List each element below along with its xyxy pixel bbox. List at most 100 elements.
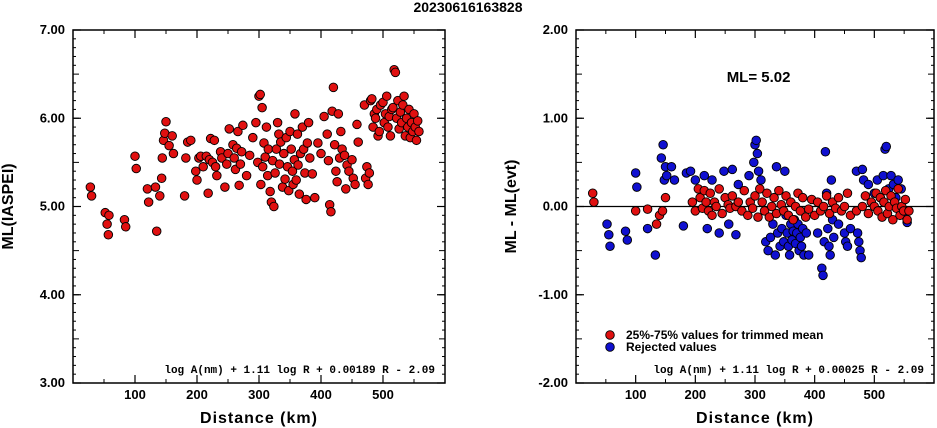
data-point bbox=[234, 180, 244, 191]
rejected-point bbox=[857, 164, 868, 175]
data-point bbox=[272, 117, 283, 128]
rejected-point bbox=[723, 219, 734, 229]
data-point bbox=[381, 91, 392, 101]
data-point bbox=[241, 170, 252, 181]
data-point bbox=[319, 111, 329, 122]
kept-point bbox=[747, 203, 758, 214]
rejected-point bbox=[856, 252, 866, 263]
rejected-point bbox=[829, 232, 839, 243]
data-point bbox=[270, 168, 280, 178]
chart-title: 20230616163828 bbox=[413, 0, 522, 15]
kept-point bbox=[902, 214, 912, 225]
rejected-point bbox=[825, 250, 835, 260]
data-point bbox=[313, 138, 323, 148]
x-tick-label: 300 bbox=[248, 387, 270, 402]
kept-point bbox=[818, 201, 829, 212]
kept-point bbox=[888, 214, 898, 225]
y-tick-label: -2.00 bbox=[538, 375, 568, 390]
x-tick-label: 500 bbox=[372, 387, 394, 402]
kept-point bbox=[824, 208, 835, 219]
kept-point bbox=[860, 191, 871, 201]
kept-point bbox=[833, 192, 844, 203]
kept-point bbox=[733, 197, 744, 207]
rejected-point bbox=[893, 175, 903, 185]
data-point bbox=[274, 159, 285, 169]
rejected-point bbox=[620, 226, 631, 236]
rejected-point bbox=[823, 223, 833, 234]
data-point bbox=[341, 184, 351, 194]
data-point bbox=[305, 153, 315, 163]
rejected-point bbox=[744, 170, 754, 181]
rejected-point bbox=[753, 166, 764, 176]
data-point bbox=[244, 150, 255, 161]
kept-point bbox=[788, 214, 798, 225]
data-point bbox=[238, 120, 248, 131]
data-point bbox=[302, 138, 313, 148]
plot-frame bbox=[72, 29, 446, 384]
data-point bbox=[323, 155, 334, 166]
rejected-point bbox=[845, 223, 856, 234]
kept-point bbox=[657, 206, 668, 216]
kept-point bbox=[687, 197, 698, 207]
data-point bbox=[286, 144, 296, 154]
rejected-point bbox=[818, 270, 828, 281]
kept-point bbox=[781, 191, 791, 201]
data-point bbox=[333, 109, 344, 119]
rejected-point bbox=[886, 170, 896, 181]
rejected-point bbox=[812, 228, 823, 238]
rejected-point bbox=[824, 241, 834, 251]
legend-label: 25%-75% values for trimmed mean bbox=[626, 328, 823, 342]
data-point bbox=[412, 116, 423, 126]
kept-point bbox=[727, 191, 738, 201]
data-point bbox=[265, 186, 275, 197]
rejected-point bbox=[752, 148, 763, 159]
data-point bbox=[316, 148, 326, 159]
data-point bbox=[347, 154, 357, 165]
kept-point bbox=[705, 188, 716, 199]
rejected-point bbox=[650, 250, 661, 260]
x-tick-label: 200 bbox=[186, 387, 208, 402]
data-point bbox=[374, 126, 385, 137]
data-point bbox=[385, 131, 396, 141]
rejected-point bbox=[707, 175, 717, 185]
data-point bbox=[220, 182, 230, 192]
rejected-point bbox=[604, 229, 614, 240]
y-axis-label: ML - ML(evt) bbox=[503, 160, 520, 254]
rejected-point bbox=[658, 139, 668, 150]
y-tick-label: 7.00 bbox=[40, 22, 65, 37]
rejected-point bbox=[661, 170, 672, 181]
rejected-point bbox=[784, 250, 795, 260]
data-point bbox=[339, 150, 350, 161]
rejected-point bbox=[656, 153, 667, 163]
data-point bbox=[210, 162, 221, 172]
data-point bbox=[390, 67, 401, 78]
data-point bbox=[301, 194, 311, 205]
rejected-point bbox=[771, 162, 782, 172]
data-point bbox=[293, 160, 303, 170]
kept-point bbox=[589, 197, 599, 207]
data-point bbox=[120, 222, 131, 232]
data-point bbox=[328, 82, 339, 93]
kept-point bbox=[701, 197, 711, 207]
data-point bbox=[102, 219, 112, 229]
kept-point bbox=[743, 210, 753, 221]
data-point bbox=[257, 162, 268, 172]
rejected-point bbox=[842, 241, 853, 251]
rejected-point bbox=[630, 168, 641, 178]
kept-point bbox=[842, 188, 853, 199]
data-point bbox=[326, 207, 336, 217]
data-point bbox=[229, 153, 239, 163]
rejected-point bbox=[702, 223, 713, 234]
data-point bbox=[370, 113, 381, 123]
data-point bbox=[103, 229, 114, 240]
data-point bbox=[143, 197, 154, 207]
data-point bbox=[279, 148, 289, 159]
kept-point bbox=[821, 191, 832, 201]
data-point bbox=[167, 131, 177, 141]
data-point bbox=[161, 117, 171, 127]
data-point bbox=[131, 163, 141, 174]
rejected-point bbox=[733, 179, 744, 190]
rejected-point bbox=[699, 170, 710, 181]
data-point bbox=[235, 159, 246, 169]
kept-point bbox=[762, 188, 772, 199]
